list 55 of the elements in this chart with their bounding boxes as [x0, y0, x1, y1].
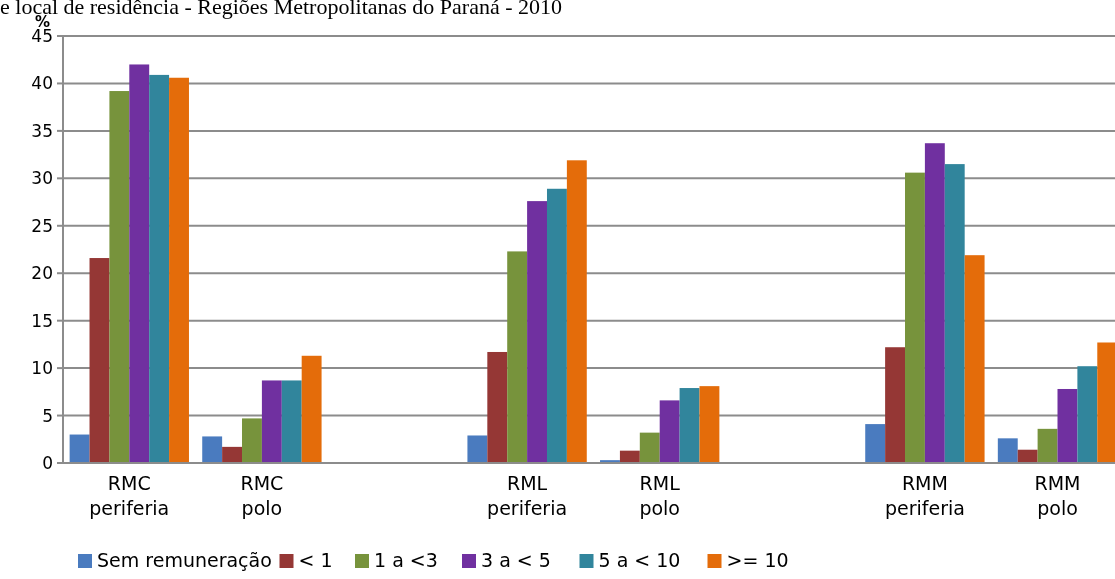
bar	[997, 438, 1018, 463]
legend-label: >= 10	[726, 549, 789, 571]
legend-label: 5 a < 10	[598, 549, 681, 571]
bar	[281, 380, 302, 463]
bar	[69, 434, 90, 463]
bar	[109, 91, 130, 463]
y-tick-label: 30	[31, 168, 53, 189]
bar	[89, 258, 110, 463]
x-tick-label: RMM polo	[1034, 472, 1081, 519]
bar	[242, 418, 262, 463]
bar	[467, 435, 488, 463]
bar	[149, 74, 170, 463]
x-tick-label: RMC periferia	[89, 472, 170, 519]
bar	[169, 77, 189, 463]
bar	[885, 347, 906, 463]
bar	[527, 201, 547, 463]
y-tick-label: 10	[31, 358, 53, 379]
bar	[546, 188, 567, 463]
bar	[507, 251, 528, 463]
bar	[659, 400, 680, 463]
bar	[619, 450, 640, 463]
y-tick-label: 5	[42, 405, 53, 426]
x-tick-label: RML polo	[639, 472, 681, 519]
bar	[202, 436, 223, 463]
bar	[905, 172, 925, 463]
bar	[129, 64, 150, 463]
y-tick-label: 15	[31, 310, 53, 331]
bar	[261, 380, 282, 463]
legend-label: 1 a <3	[374, 549, 438, 571]
y-tick-label: 25	[31, 215, 53, 236]
y-tick-label: 20	[31, 263, 53, 284]
bar	[639, 432, 660, 463]
x-tick-label: RMC polo	[240, 472, 284, 519]
bar	[924, 143, 945, 463]
bar	[1057, 388, 1078, 463]
bar	[1037, 428, 1058, 463]
x-tick-label: RMM periferia	[884, 472, 965, 519]
y-tick-label: 35	[31, 120, 53, 141]
bar	[222, 446, 243, 463]
bar	[487, 351, 508, 463]
bar	[1077, 366, 1098, 463]
bar	[679, 388, 700, 463]
x-tick-label: RML periferia	[487, 472, 568, 519]
legend-label: 3 a < 5	[481, 549, 551, 571]
legend-label: < 1	[298, 549, 333, 571]
bar	[964, 255, 985, 463]
y-tick-label: 40	[31, 73, 53, 94]
bar	[566, 160, 587, 463]
legend-label: Sem remuneração	[97, 549, 272, 571]
bar	[865, 424, 886, 463]
bar	[1017, 449, 1038, 463]
bar	[301, 355, 322, 463]
bar	[944, 164, 965, 463]
y-tick-label: 0	[42, 452, 53, 473]
bar	[699, 386, 720, 463]
